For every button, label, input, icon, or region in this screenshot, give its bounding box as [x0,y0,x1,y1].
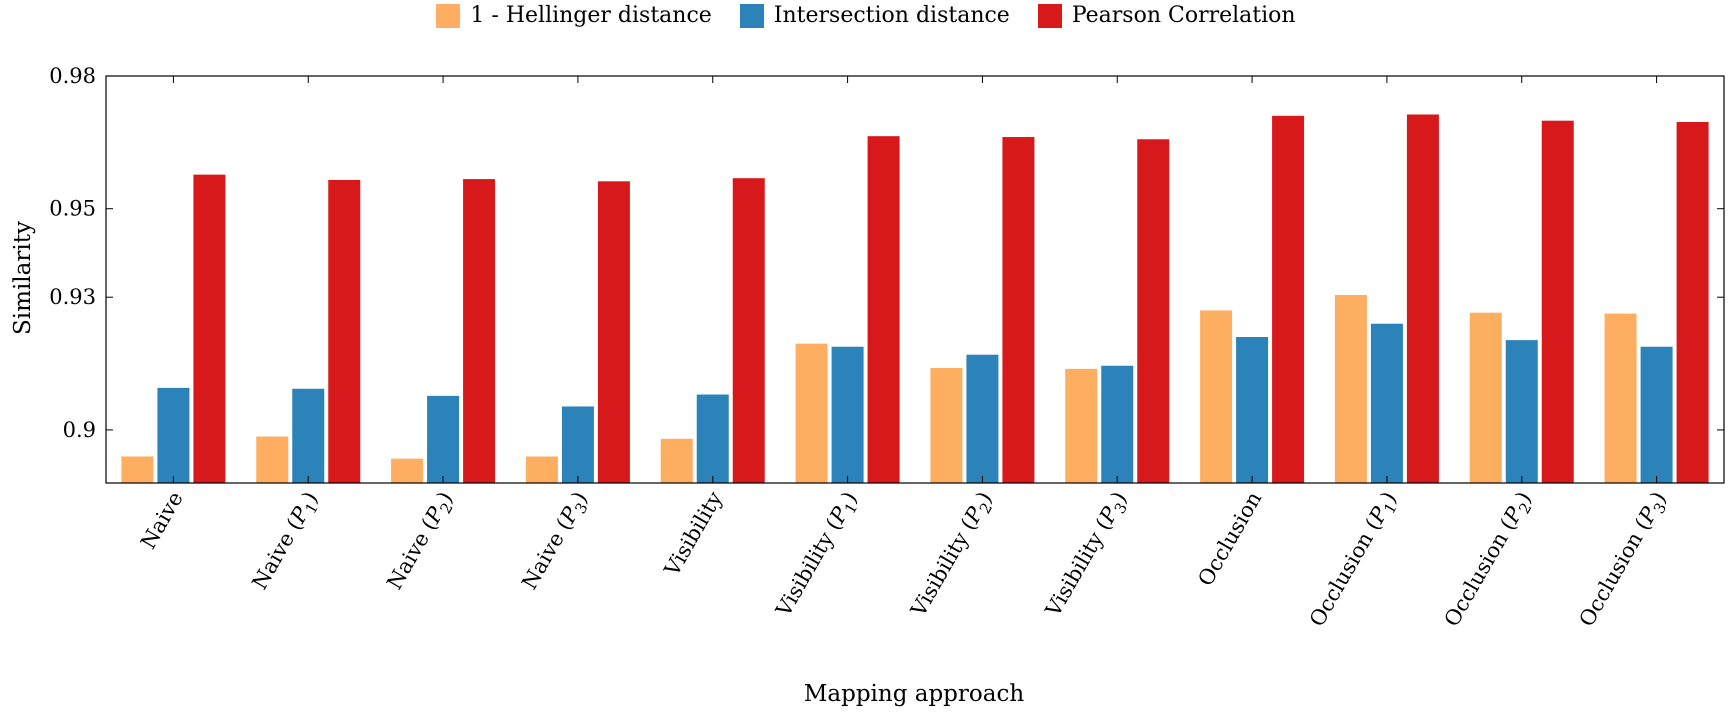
bar-hellinger-7 [930,367,963,483]
legend-label-pearson: Pearson Correlation [1071,3,1296,28]
legend-swatch-hellinger [436,4,461,28]
x-tick-label-3: Naive (P2) [382,487,461,595]
bar-hellinger-5 [660,438,693,483]
bar-hellinger-4 [525,456,558,483]
bar-pearson-4 [597,181,630,484]
bar-pearson-10 [1406,114,1439,484]
bar-pearson-3 [463,179,496,483]
x-tick-label-1: Naive [136,488,188,554]
bar-intersection-10 [1370,323,1403,483]
bar-intersection-8 [1101,365,1134,483]
x-tick-label-8: Visibility (P3) [1040,488,1135,624]
x-tick-label-4: Naive (P3) [517,488,596,596]
y-tick-label: 0.98 [49,64,96,88]
bar-hellinger-12 [1604,313,1637,483]
bar-intersection-3 [427,395,460,483]
bar-intersection-6 [831,346,864,483]
bar-pearson-12 [1676,122,1709,483]
bar-pearson-1 [193,174,226,483]
y-tick-label: 0.95 [49,197,96,221]
x-tick-label-10: Occlusion (P1) [1305,488,1405,633]
x-tick-label-7: Visibility (P2) [906,488,1001,624]
axes-layer: 0.9 0.93 0.95 0.98 [49,64,1725,484]
bar-hellinger-11 [1469,312,1502,483]
x-tick-label-11: Occlusion (P2) [1440,488,1540,633]
bar-intersection-7 [966,354,999,483]
x-tick-label-5: Visibility [659,487,727,580]
x-tick-label-9: Occlusion [1193,487,1266,590]
legend-swatch-intersection [739,4,764,28]
bar-pearson-2 [328,179,361,483]
bar-pearson-7 [1002,137,1035,484]
legend-item-intersection: Intersection distance [739,2,1010,30]
x-tick-labels: Naive Naive (P1) Naive (P2) Naive (P3) Visib… [136,487,1674,633]
bar-hellinger-6 [795,343,828,483]
y-tick-label: 0.9 [63,418,96,442]
x-tick-label-2: Naive (P1) [247,488,326,596]
bar-intersection-11 [1505,340,1538,483]
bar-intersection-9 [1236,337,1269,483]
bar-pearson-11 [1541,120,1574,484]
plot-frame [105,75,1725,484]
legend-item-pearson: Pearson Correlation [1037,2,1296,30]
bar-pearson-5 [732,178,765,483]
bar-intersection-4 [561,406,594,483]
bar-hellinger-10 [1334,294,1367,483]
y-tick-label: 0.93 [49,285,96,309]
bar-hellinger-8 [1065,368,1098,483]
y-axis-label: Similarity [10,221,36,335]
bar-pearson-9 [1272,115,1305,483]
bar-hellinger-3 [391,458,424,483]
bar-hellinger-2 [256,436,289,483]
legend-item-hellinger: 1 - Hellinger distance [436,2,712,30]
legend: 1 - Hellinger distance Intersection dist… [0,2,1732,30]
bar-pearson-6 [867,136,900,484]
bar-intersection-5 [696,394,729,483]
bar-hellinger-1 [121,456,154,483]
x-tick-label-6: Visibility (P1) [771,487,866,623]
bar-pearson-8 [1137,139,1170,483]
bar-hellinger-9 [1200,310,1233,483]
bars-layer [121,114,1709,484]
bar-intersection-12 [1640,346,1673,483]
legend-swatch-pearson [1037,4,1062,28]
x-tick-label-12: Occlusion (P3) [1574,487,1674,632]
legend-label-intersection: Intersection distance [773,3,1010,28]
bar-intersection-1 [157,387,190,483]
x-axis-label: Mapping approach [804,681,1025,707]
legend-label-hellinger: 1 - Hellinger distance [470,3,712,28]
bar-intersection-2 [292,388,325,483]
